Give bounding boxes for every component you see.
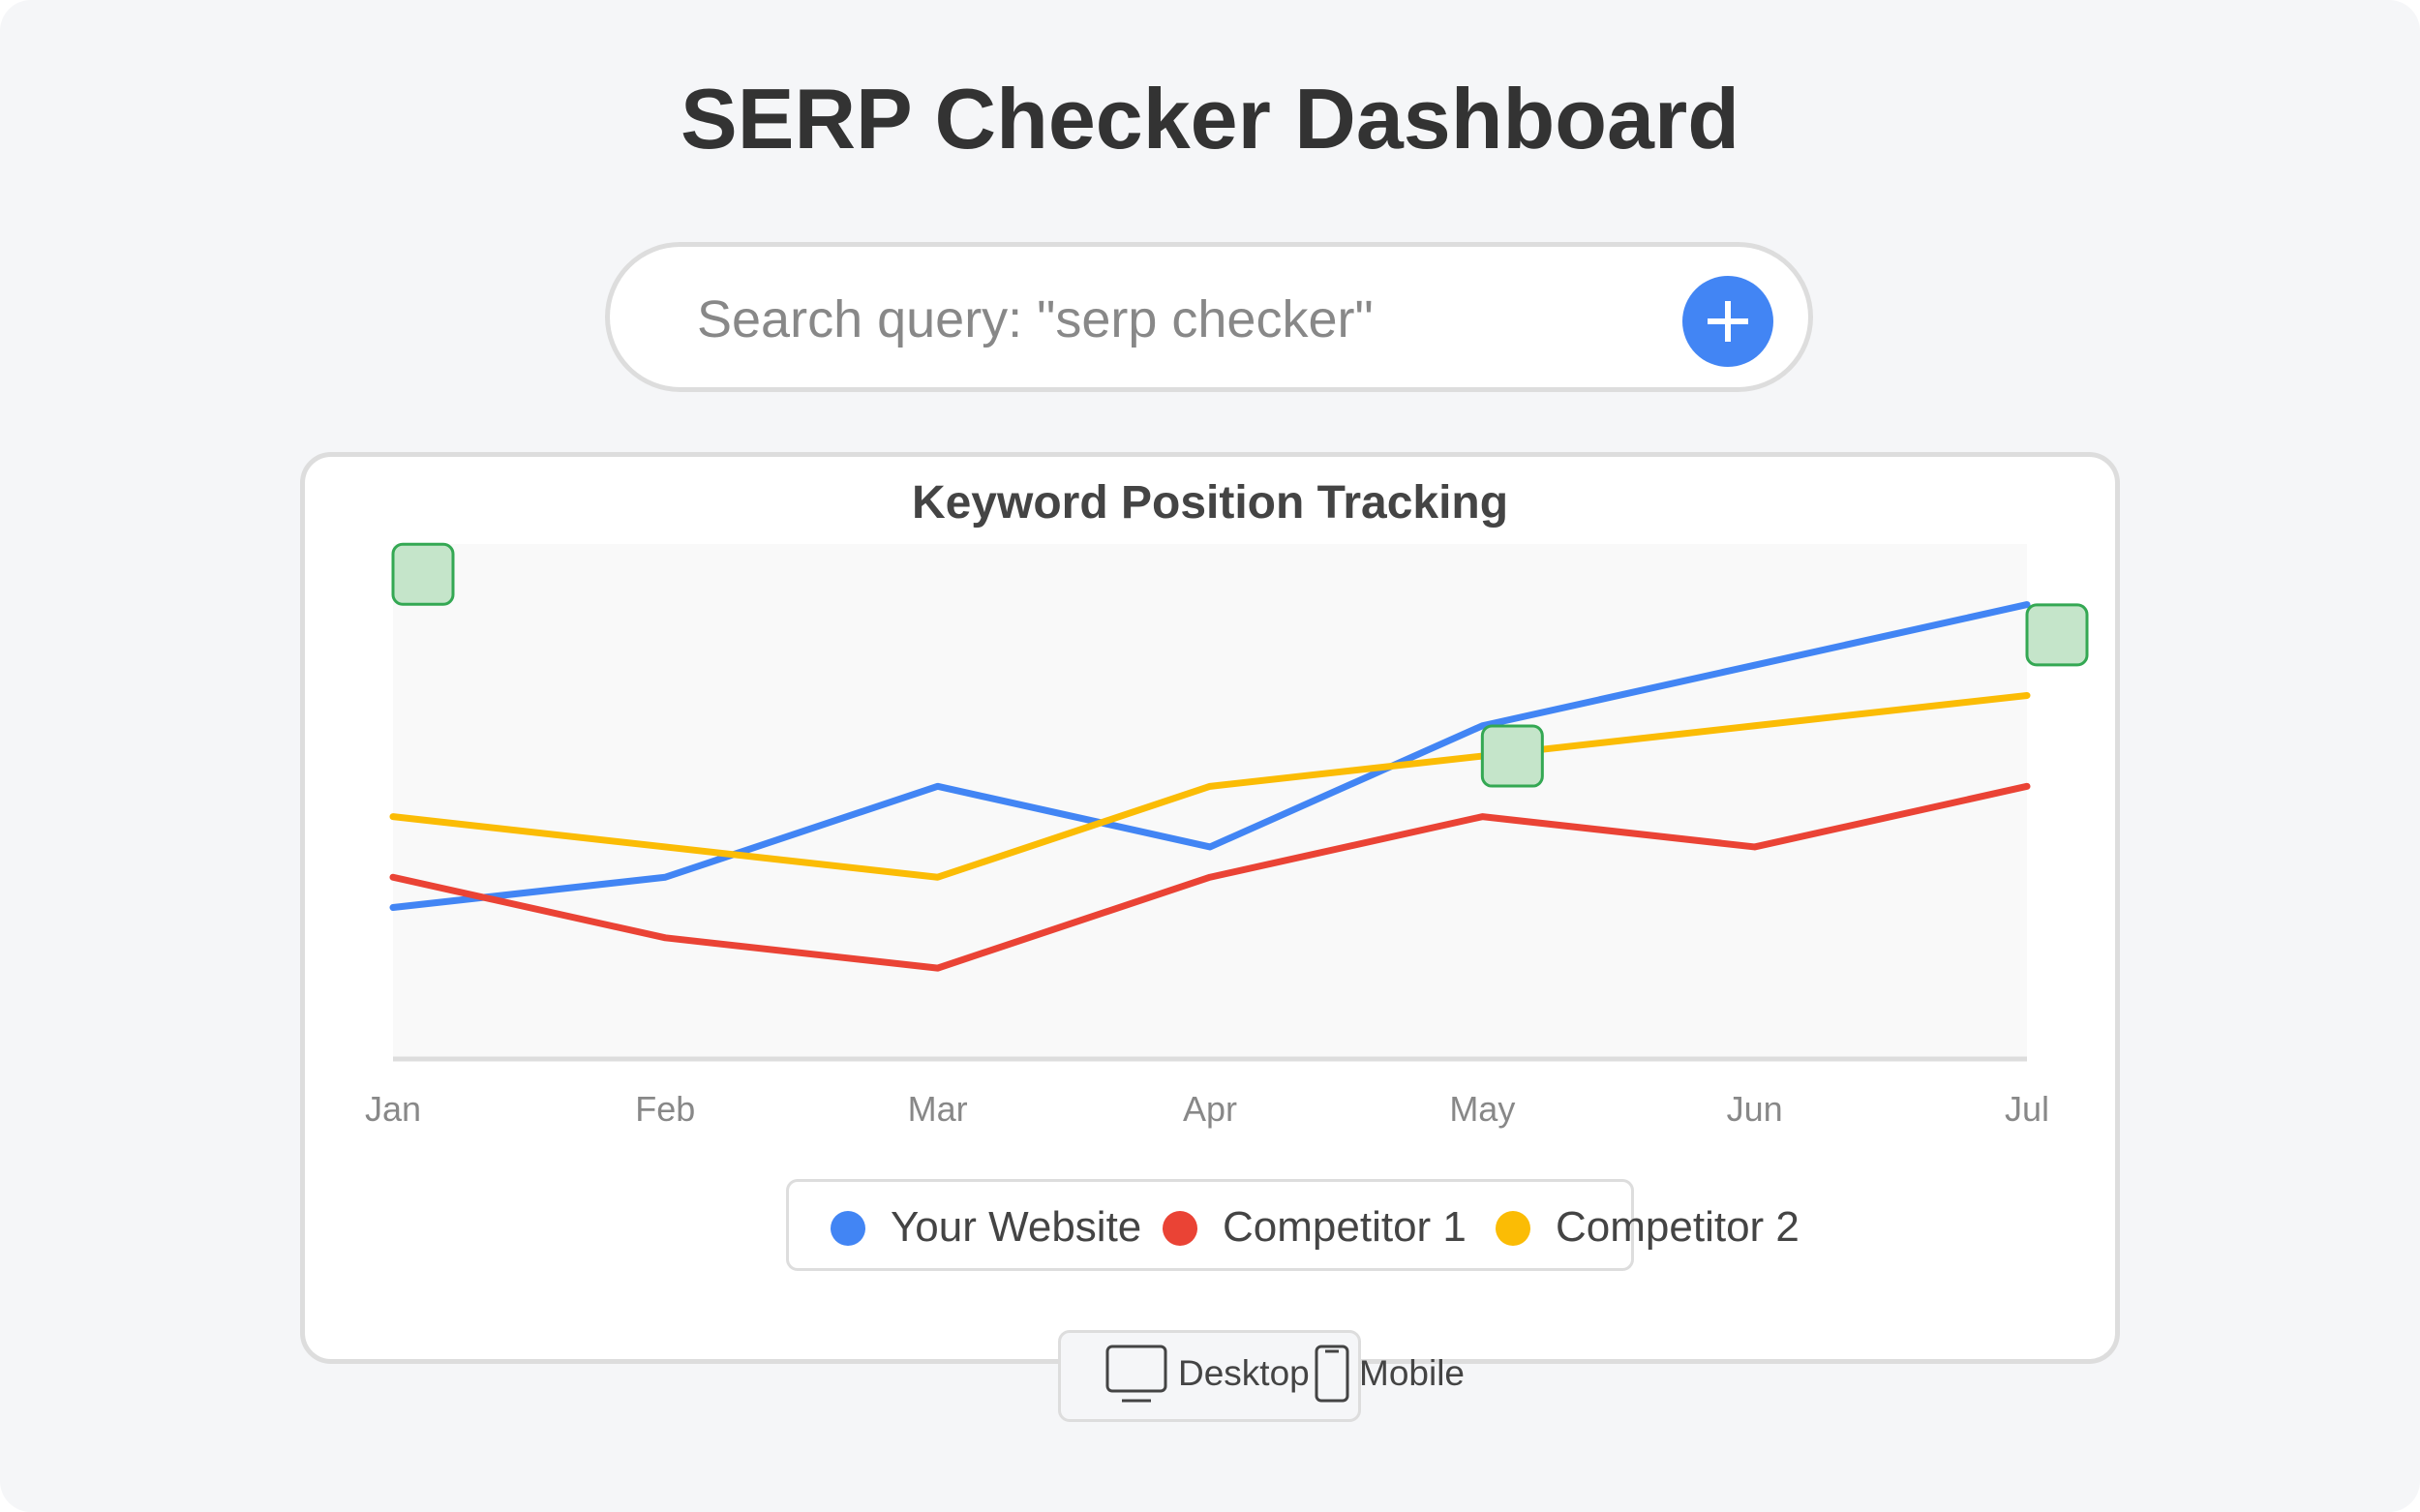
legend-dot-icon xyxy=(1163,1211,1197,1246)
desktop-label: Desktop xyxy=(1178,1353,1310,1393)
annotation-marker-jan[interactable] xyxy=(391,542,455,606)
legend-dot-icon xyxy=(831,1211,865,1246)
data-point-competitor-2-jul[interactable] xyxy=(2022,690,2032,700)
device-toggle: Desktop Mobile xyxy=(1058,1330,1465,1422)
data-point-your-website-mar[interactable] xyxy=(933,781,943,791)
chart-legend: Your Website Competitor 1 Competitor 2 xyxy=(786,1179,1800,1271)
series-line-your-website xyxy=(389,601,2031,912)
series-line-competitor-1 xyxy=(389,782,2031,972)
data-point-competitor-2-jan[interactable] xyxy=(388,812,398,822)
data-point-your-website-jun[interactable] xyxy=(1750,660,1760,670)
plus-icon xyxy=(1708,301,1748,342)
data-point-your-website-jan[interactable] xyxy=(388,903,398,913)
x-tick-label-jan: Jan xyxy=(365,1089,421,1129)
data-point-competitor-1-feb[interactable] xyxy=(660,933,670,943)
x-tick-label-feb: Feb xyxy=(635,1089,695,1129)
data-point-competitor-1-apr[interactable] xyxy=(1205,872,1215,882)
search-input[interactable] xyxy=(697,286,1626,353)
data-point-competitor-2-feb[interactable] xyxy=(660,842,670,852)
data-point-competitor-1-jun[interactable] xyxy=(1750,842,1760,852)
data-point-competitor-1-jul[interactable] xyxy=(2022,781,2032,791)
desktop-icon xyxy=(1105,1345,1167,1403)
legend-label: Competitor 1 xyxy=(1223,1203,1467,1251)
data-point-competitor-2-apr[interactable] xyxy=(1205,781,1215,791)
data-point-competitor-2-jun[interactable] xyxy=(1750,721,1760,731)
data-point-competitor-2-mar[interactable] xyxy=(933,872,943,882)
legend-label: Your Website xyxy=(891,1203,1142,1251)
search-bar xyxy=(605,242,1813,392)
desktop-toggle-button[interactable]: Desktop xyxy=(1104,1333,1317,1420)
data-point-your-website-apr[interactable] xyxy=(1205,842,1215,852)
add-query-button[interactable] xyxy=(1682,276,1773,367)
data-point-competitor-1-mar[interactable] xyxy=(933,963,943,973)
page-title: SERP Checker Dashboard xyxy=(681,71,1739,166)
legend-dot-icon xyxy=(1496,1211,1530,1246)
annotation-marker-may[interactable] xyxy=(1480,724,1544,788)
mobile-icon xyxy=(1315,1345,1349,1403)
mobile-label: Mobile xyxy=(1359,1353,1465,1393)
x-tick-label-may: May xyxy=(1449,1089,1515,1129)
x-tick-label-mar: Mar xyxy=(908,1089,968,1129)
mobile-toggle-button[interactable]: Mobile xyxy=(1315,1333,1508,1420)
series-line-competitor-2 xyxy=(389,691,2031,881)
plot-area xyxy=(393,544,2027,1060)
x-tick-label-apr: Apr xyxy=(1183,1089,1237,1129)
annotation-marker-jul[interactable] xyxy=(2025,603,2089,667)
x-tick-label-jun: Jun xyxy=(1727,1089,1783,1129)
data-point-competitor-1-may[interactable] xyxy=(1477,812,1487,822)
chart-title: Keyword Position Tracking xyxy=(911,477,1509,529)
data-point-your-website-feb[interactable] xyxy=(660,872,670,882)
legend-label: Competitor 2 xyxy=(1556,1203,1800,1251)
x-tick-label-jul: Jul xyxy=(2005,1089,2049,1129)
data-point-competitor-1-jan[interactable] xyxy=(388,872,398,882)
